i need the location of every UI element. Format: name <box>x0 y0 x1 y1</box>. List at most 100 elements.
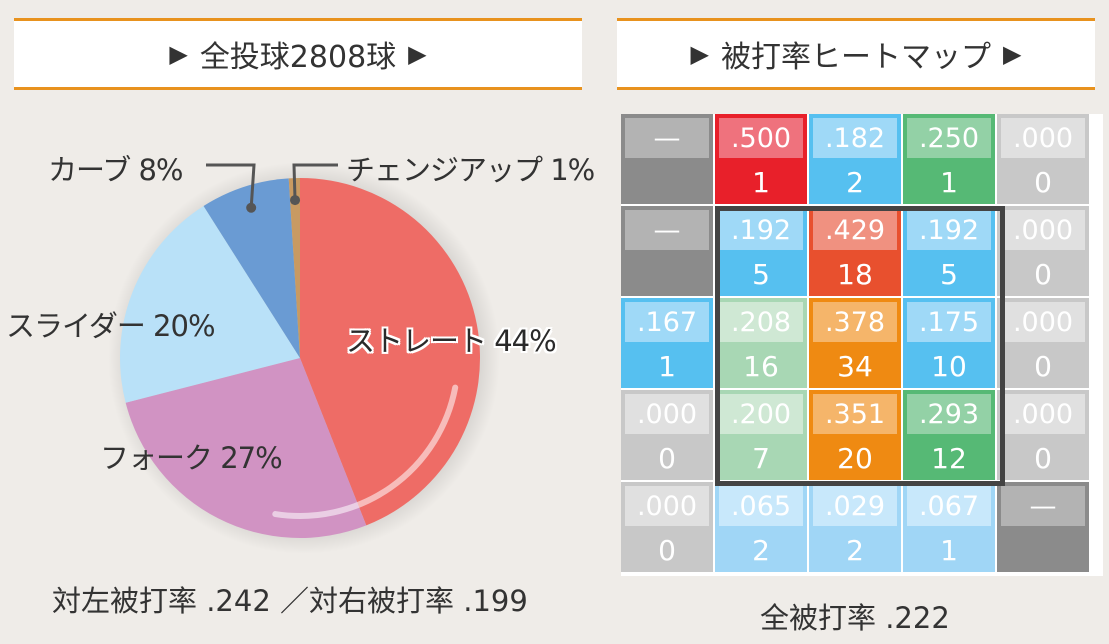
heatmap-cell-r3-c1: .200 7 <box>715 390 807 480</box>
batting-average-heatmap: — .500 1.182 2.250 1.000 0— .192 5.429 18.192 5.0… <box>621 114 1103 576</box>
heatmap-cell-average: .192 <box>719 210 803 250</box>
pie-slice-slider <box>120 206 300 403</box>
pitch-mix-pie-chart <box>108 162 500 554</box>
heatmap-cell-r2-c2: .378 34 <box>809 298 901 388</box>
heatmap-cell-r0-c4: .000 0 <box>997 114 1089 204</box>
heatmap-cell-r2-c0: .167 1 <box>621 298 713 388</box>
heatmap-cell-count: 0 <box>1034 441 1052 475</box>
heatmap-cell-count: 0 <box>1034 165 1052 199</box>
heatmap-cell-count: 34 <box>837 349 873 383</box>
play-triangle-icon: ▶ <box>1003 40 1022 68</box>
heatmap-cell-average: .167 <box>625 302 709 342</box>
heatmap-cell-r4-c4: — <box>997 482 1089 572</box>
heatmap-cell-r0-c3: .250 1 <box>903 114 995 204</box>
heatmap-cell-r1-c3: .192 5 <box>903 206 995 296</box>
heatmap-cell-r2-c3: .175 10 <box>903 298 995 388</box>
heatmap-cell-r4-c1: .065 2 <box>715 482 807 572</box>
heatmap-cell-average: .029 <box>813 486 897 526</box>
heatmap-cell-count <box>997 528 1089 572</box>
heatmap-cell-r1-c1: .192 5 <box>715 206 807 296</box>
heatmap-cell-r0-c0: — <box>621 114 713 204</box>
heatmap-cell-count: 2 <box>846 533 864 567</box>
heatmap-cell-count <box>621 252 713 296</box>
pie-label-curve: カーブ 8% <box>48 153 183 187</box>
heatmap-cell-average: .378 <box>813 302 897 342</box>
heatmap-cell-count: 20 <box>837 441 873 475</box>
heatmap-title: 被打率ヒートマップ <box>721 40 991 75</box>
pie-label-straight: ストレート 44% <box>346 324 557 358</box>
heatmap-cell-count: 2 <box>846 165 864 199</box>
heatmap-cell-average: .200 <box>719 394 803 434</box>
heatmap-cell-count: 7 <box>752 441 770 475</box>
heatmap-cell-average: .000 <box>1001 394 1085 434</box>
pie-label-fork: フォーク 27% <box>100 441 283 475</box>
heatmap-cell-r2-c1: .208 16 <box>715 298 807 388</box>
pie-slice-curve <box>203 178 300 358</box>
heatmap-cell-average: .000 <box>1001 210 1085 250</box>
heatmap-cell-count: 18 <box>837 257 873 291</box>
heatmap-cell-average: .065 <box>719 486 803 526</box>
pie-label-changeup: チェンジアップ 1% <box>346 153 595 187</box>
play-triangle-icon: ▶ <box>690 40 709 68</box>
pie-slice-changeup <box>288 178 300 358</box>
heatmap-cell-count: 1 <box>658 349 676 383</box>
heatmap-cell-r1-c2: .429 18 <box>809 206 901 296</box>
heatmap-cell-count: 5 <box>752 257 770 291</box>
heatmap-cell-count: 5 <box>940 257 958 291</box>
pie-chart-header: ▶ 全投球2808球 ▶ <box>14 18 582 90</box>
heatmap-cell-average: .293 <box>907 394 991 434</box>
heatmap-cell-average: .208 <box>719 302 803 342</box>
heatmap-cell-count: 1 <box>940 165 958 199</box>
heatmap-cell-r4-c3: .067 1 <box>903 482 995 572</box>
heatmap-cell-count: 10 <box>931 349 967 383</box>
pie-label-slider: スライダー 20% <box>6 309 216 343</box>
heatmap-header: ▶ 被打率ヒートマップ ▶ <box>617 18 1095 90</box>
heatmap-cell-average: — <box>625 210 709 250</box>
pie-gloss-highlight <box>272 384 459 519</box>
heatmap-cell-r1-c4: .000 0 <box>997 206 1089 296</box>
pie-leader-lines <box>206 163 338 213</box>
heatmap-cell-count: 12 <box>931 441 967 475</box>
heatmap-cell-r1-c0: — <box>621 206 713 296</box>
heatmap-cell-average: .192 <box>907 210 991 250</box>
heatmap-cell-r3-c3: .293 12 <box>903 390 995 480</box>
heatmap-cell-count: 1 <box>752 165 770 199</box>
heatmap-cell-r3-c0: .000 0 <box>621 390 713 480</box>
heatmap-cell-r3-c2: .351 20 <box>809 390 901 480</box>
heatmap-cell-average: .500 <box>719 118 803 158</box>
leader-line-curve <box>206 163 256 208</box>
heatmap-cell-average: .250 <box>907 118 991 158</box>
heatmap-cell-average: .351 <box>813 394 897 434</box>
heatmap-cell-count: 16 <box>743 349 779 383</box>
leader-line-changeup <box>292 163 338 201</box>
heatmap-cell-count: 0 <box>1034 257 1052 291</box>
left-right-batting-average: 対左被打率 .242 ／対右被打率 .199 <box>52 584 528 618</box>
pie-chart-title: 全投球2808球 <box>199 40 397 75</box>
heatmap-cell-r3-c4: .000 0 <box>997 390 1089 480</box>
heatmap-cell-r4-c2: .029 2 <box>809 482 901 572</box>
heatmap-cell-average: .175 <box>907 302 991 342</box>
heatmap-cell-count: 0 <box>658 533 676 567</box>
pie-slice-fork <box>125 358 367 538</box>
heatmap-cell-count: 1 <box>940 533 958 567</box>
heatmap-cell-average: — <box>1001 486 1085 526</box>
total-batting-average: 全被打率 .222 <box>760 601 950 635</box>
leader-line-changeup-dot <box>290 195 301 206</box>
heatmap-cell-average: .000 <box>1001 302 1085 342</box>
heatmap-cell-average: .067 <box>907 486 991 526</box>
heatmap-cell-r4-c0: .000 0 <box>621 482 713 572</box>
play-triangle-icon: ▶ <box>169 40 188 68</box>
heatmap-cell-average: — <box>625 118 709 158</box>
heatmap-cell-r2-c4: .000 0 <box>997 298 1089 388</box>
heatmap-cell-r0-c1: .500 1 <box>715 114 807 204</box>
play-triangle-icon: ▶ <box>408 40 427 68</box>
heatmap-cell-count <box>621 160 713 204</box>
heatmap-cell-average: .182 <box>813 118 897 158</box>
heatmap-cell-count: 0 <box>1034 349 1052 383</box>
heatmap-cell-count: 0 <box>658 441 676 475</box>
heatmap-cell-average: .000 <box>625 394 709 434</box>
heatmap-cell-average: .000 <box>1001 118 1085 158</box>
heatmap-cell-count: 2 <box>752 533 770 567</box>
heatmap-cell-r0-c2: .182 2 <box>809 114 901 204</box>
leader-line-curve-dot <box>246 202 257 213</box>
